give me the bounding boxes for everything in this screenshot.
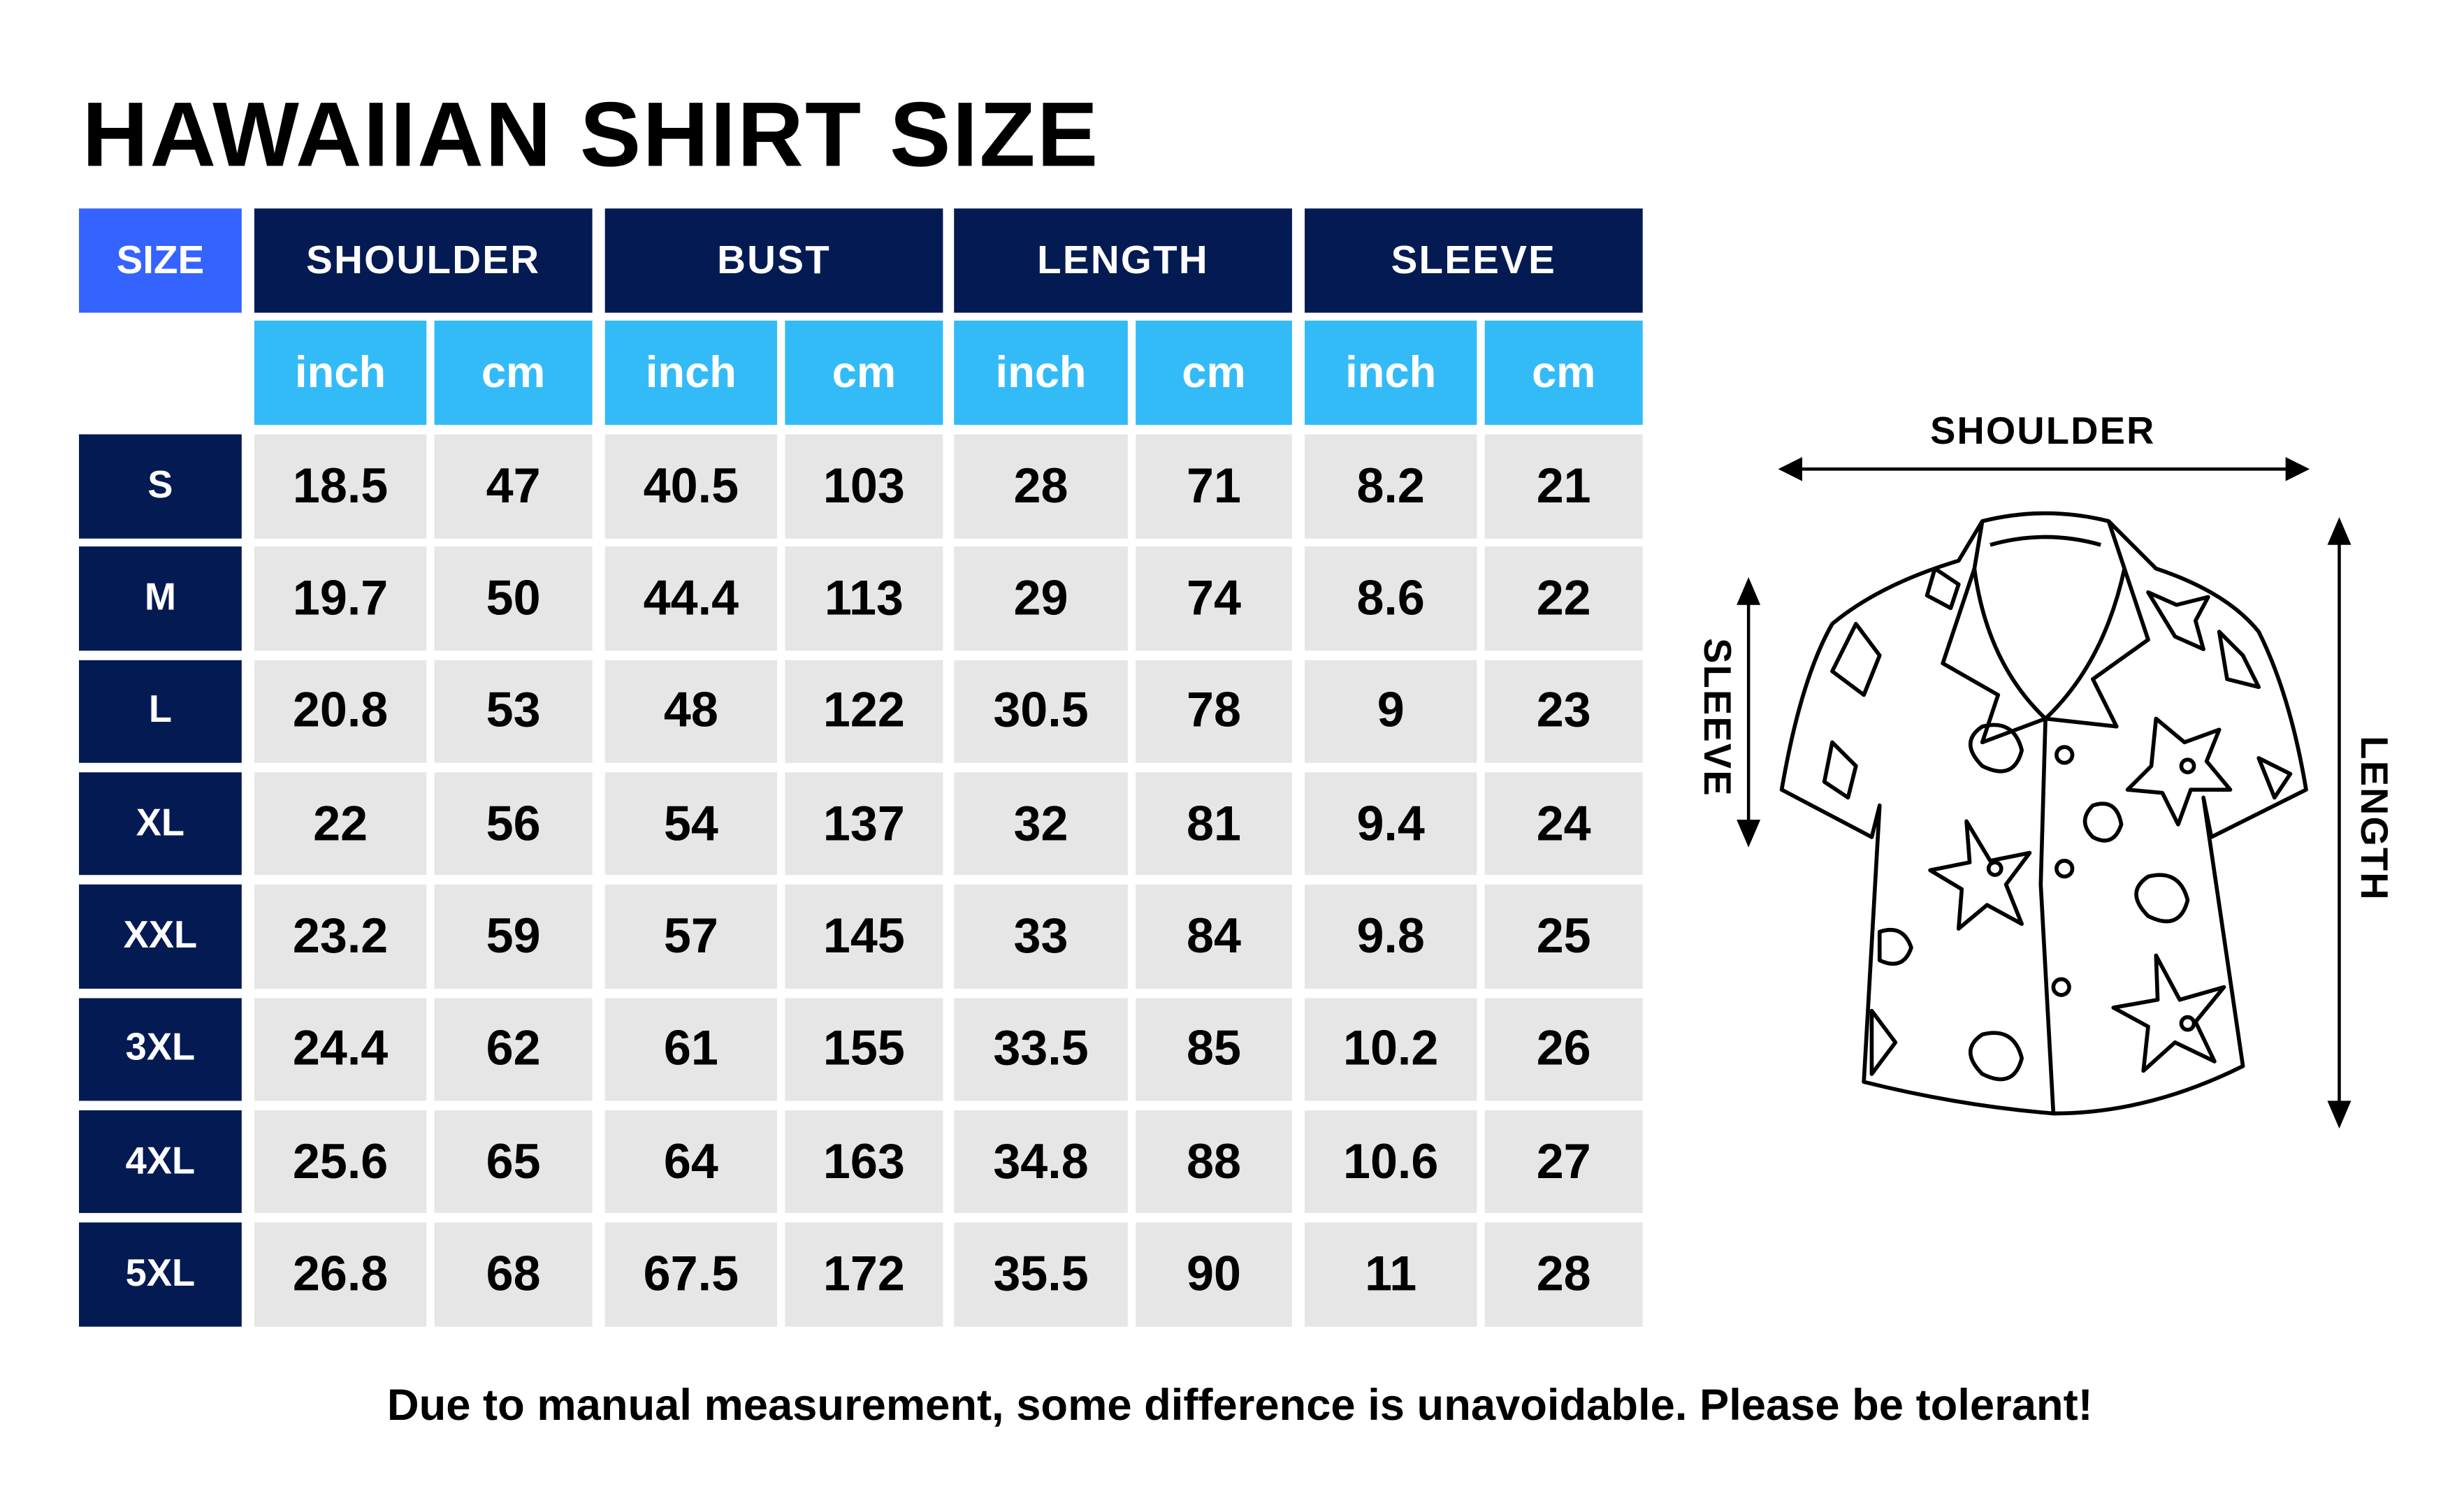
table-cell: 74 (1136, 546, 1292, 651)
table-cell: 26 (1484, 997, 1643, 1101)
table-cell: 33 (954, 885, 1128, 989)
length-arrow (2327, 517, 2351, 1129)
table-cell: 34.8 (954, 1110, 1128, 1214)
table-cell: 26.8 (254, 1222, 427, 1326)
page-title: HAWAIIAN SHIRT SIZE (82, 83, 1100, 187)
table-cell: 59 (434, 885, 593, 989)
table-cell: 61 (604, 997, 778, 1101)
table-cell: 20.8 (254, 659, 427, 763)
row-size-label: XXL (79, 885, 242, 989)
table-cell: 28 (954, 434, 1128, 538)
sleeve-arrow (1737, 577, 1761, 848)
table-cell: 25.6 (254, 1110, 427, 1214)
group-header: SLEEVE (1305, 208, 1643, 313)
table-cell: 68 (434, 1222, 593, 1326)
table-cell: 62 (434, 997, 593, 1101)
table-cell: 54 (604, 772, 778, 876)
table-cell: 9.8 (1305, 885, 1477, 989)
table-cell: 78 (1136, 659, 1292, 763)
table-cell: 163 (785, 1110, 943, 1214)
unit-header: inch (254, 320, 427, 426)
table-cell: 40.5 (604, 434, 778, 538)
table-cell: 9.4 (1305, 772, 1477, 876)
table-cell: 22 (1484, 546, 1643, 651)
table-cell: 44.4 (604, 546, 778, 651)
unit-header: inch (1305, 320, 1477, 426)
table-cell: 155 (785, 997, 943, 1101)
table-cell: 29 (954, 546, 1128, 651)
table-cell: 53 (434, 659, 593, 763)
table-cell: 35.5 (954, 1222, 1128, 1326)
length-label: LENGTH (2351, 736, 2395, 901)
row-size-label: XL (79, 772, 242, 876)
table-cell: 172 (785, 1222, 943, 1326)
shoulder-label: SHOULDER (1930, 410, 2156, 453)
table-cell: 122 (785, 659, 943, 763)
unit-header: cm (1484, 320, 1643, 426)
table-cell: 10.2 (1305, 997, 1477, 1101)
group-header: LENGTH (954, 208, 1292, 313)
table-cell: 50 (434, 546, 593, 651)
table-cell: 81 (1136, 772, 1292, 876)
table-cell: 23.2 (254, 885, 427, 989)
disclaimer-text: Due to manual measurement, some differen… (386, 1380, 2093, 1430)
table-cell: 18.5 (254, 434, 427, 538)
table-cell: 30.5 (954, 659, 1128, 763)
unit-header: inch (604, 320, 778, 426)
shoulder-arrow (1778, 457, 2310, 481)
table-cell: 47 (434, 434, 593, 538)
table-cell: 22 (254, 772, 427, 876)
row-size-label: L (79, 659, 242, 763)
table-cell: 48 (604, 659, 778, 763)
table-cell: 65 (434, 1110, 593, 1214)
row-size-label: 3XL (79, 997, 242, 1101)
table-cell: 21 (1484, 434, 1643, 538)
table-cell: 23 (1484, 659, 1643, 763)
table-cell: 56 (434, 772, 593, 876)
unit-header: inch (954, 320, 1128, 426)
row-size-label: 4XL (79, 1110, 242, 1214)
table-cell: 145 (785, 885, 943, 989)
table-cell: 71 (1136, 434, 1292, 538)
table-cell: 27 (1484, 1110, 1643, 1214)
table-cell: 28 (1484, 1222, 1643, 1326)
table-cell: 67.5 (604, 1222, 778, 1326)
table-cell: 57 (604, 885, 778, 989)
unit-header: cm (434, 320, 593, 426)
row-size-label: M (79, 546, 242, 651)
table-cell: 103 (785, 434, 943, 538)
table-cell: 10.6 (1305, 1110, 1477, 1214)
table-cell: 33.5 (954, 997, 1128, 1101)
group-header: BUST (604, 208, 943, 313)
table-cell: 11 (1305, 1222, 1477, 1326)
table-cell: 85 (1136, 997, 1292, 1101)
unit-header: cm (785, 320, 943, 426)
table-cell: 88 (1136, 1110, 1292, 1214)
table-cell: 24 (1484, 772, 1643, 876)
sleeve-label: SLEEVE (1695, 638, 1738, 797)
table-cell: 64 (604, 1110, 778, 1214)
table-cell: 24.4 (254, 997, 427, 1101)
row-size-label: 5XL (79, 1222, 242, 1326)
group-header: SHOULDER (254, 208, 593, 313)
table-cell: 32 (954, 772, 1128, 876)
table-cell: 8.6 (1305, 546, 1477, 651)
table-cell: 8.2 (1305, 434, 1477, 538)
table-cell: 90 (1136, 1222, 1292, 1326)
table-cell: 113 (785, 546, 943, 651)
table-cell: 84 (1136, 885, 1292, 989)
shirt-icon (1779, 511, 2308, 1116)
table-cell: 19.7 (254, 546, 427, 651)
table-cell: 137 (785, 772, 943, 876)
row-size-label: S (79, 434, 242, 538)
table-cell: 25 (1484, 885, 1643, 989)
size-header: SIZE (79, 208, 242, 313)
table-cell: 9 (1305, 659, 1477, 763)
unit-header: cm (1136, 320, 1292, 426)
